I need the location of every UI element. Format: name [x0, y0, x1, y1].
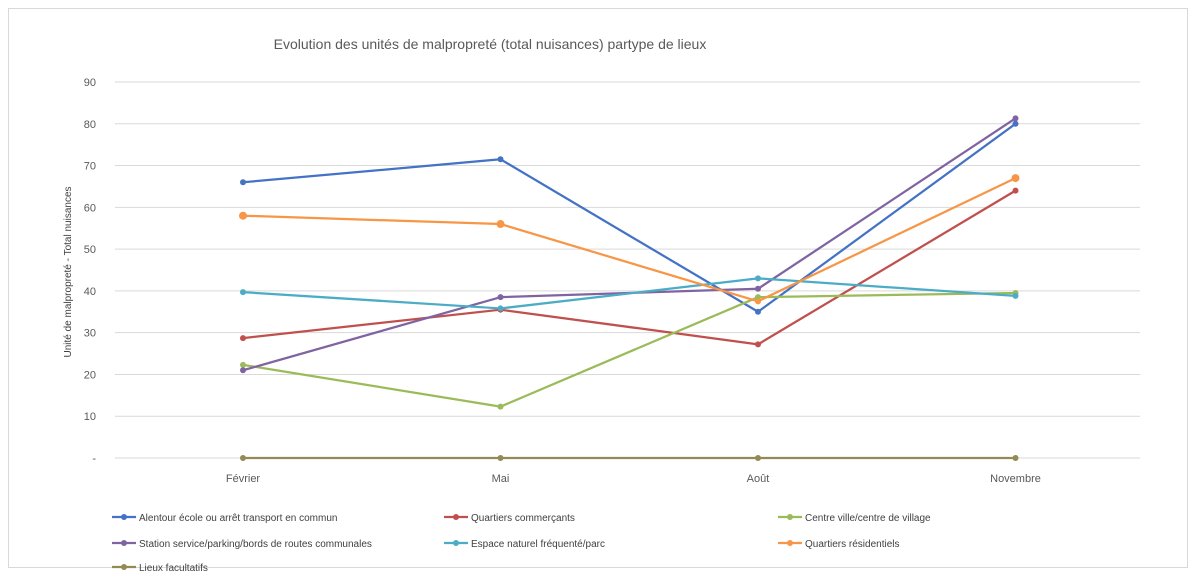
legend-marker	[121, 540, 127, 546]
data-point	[240, 367, 246, 374]
data-point	[755, 455, 761, 461]
data-point	[240, 361, 246, 368]
legend-item: Alentour école ou arrêt transport en com…	[112, 513, 337, 524]
series-line	[242, 291, 1016, 408]
x-tick-label: Mai	[492, 473, 510, 485]
legend-label: Centre ville/centre de village	[805, 513, 931, 524]
data-point	[755, 298, 761, 305]
series-line	[242, 122, 1017, 313]
y-tick-label: 10	[84, 411, 96, 423]
data-point	[755, 341, 761, 348]
data-point	[497, 156, 504, 163]
y-tick-label: -	[92, 453, 96, 465]
x-tick-label: Août	[747, 473, 770, 485]
data-point	[497, 305, 504, 312]
legend-label: Lieux facultatifs	[139, 563, 208, 574]
legend-item: Station service/parking/bords de routes …	[112, 539, 372, 550]
legend-marker	[453, 540, 459, 546]
series-line	[242, 177, 1016, 303]
data-point	[240, 179, 246, 186]
legend-label: Quartiers commerçants	[471, 513, 575, 524]
legend-item: Quartiers commerçants	[444, 513, 575, 524]
data-point	[1012, 120, 1019, 127]
y-tick-label: 20	[84, 369, 96, 381]
chart-frame	[8, 8, 1188, 568]
data-point	[497, 294, 504, 301]
data-point	[755, 285, 761, 292]
data-point	[755, 275, 761, 282]
legend-marker	[787, 514, 793, 520]
legend-marker	[453, 514, 459, 520]
series-2	[240, 289, 1019, 410]
legend-marker	[121, 514, 127, 520]
legend-label: Station service/parking/bords de routes …	[139, 539, 372, 550]
data-point	[496, 220, 505, 229]
legend-label: Alentour école ou arrêt transport en com…	[139, 513, 337, 524]
data-point	[755, 308, 761, 315]
legend-label: Espace naturel fréquenté/parc	[471, 539, 605, 550]
legend-label: Quartiers résidentiels	[805, 539, 899, 550]
series-1	[240, 187, 1019, 348]
x-tick-labels: Février Mai Août Novembre	[226, 473, 1041, 485]
legend-marker	[787, 540, 793, 546]
series-6	[240, 455, 1019, 461]
series-lines	[239, 115, 1020, 461]
x-tick-label: Novembre	[990, 473, 1041, 485]
y-tick-label: 90	[84, 77, 96, 89]
y-tick-label: 60	[84, 202, 96, 214]
data-point	[239, 211, 247, 220]
y-tick-label: 40	[84, 286, 96, 298]
y-tick-label: 80	[84, 119, 96, 131]
data-point	[1012, 187, 1019, 194]
series-4	[240, 275, 1019, 312]
data-point	[1011, 174, 1020, 183]
data-point	[1012, 292, 1019, 299]
y-tick-label: 70	[84, 161, 96, 173]
legend: Alentour école ou arrêt transport en com…	[112, 513, 931, 574]
series-5	[239, 174, 1020, 305]
y-axis-title: Unité de malpropreté - Total nuisances	[63, 186, 74, 357]
data-point	[1012, 455, 1019, 461]
data-point	[755, 294, 761, 301]
legend-item: Centre ville/centre de village	[778, 513, 931, 524]
series-line	[242, 277, 1016, 310]
y-tick-labels: - 10 20 30 40 50 60 70 80 90	[84, 77, 97, 465]
x-tick-label: Février	[226, 473, 261, 485]
data-point	[497, 455, 504, 461]
data-point	[240, 455, 246, 461]
series-3	[240, 115, 1019, 374]
series-0	[240, 120, 1019, 315]
chart-title: Evolution des unités de malpropreté (tot…	[274, 36, 707, 52]
y-tick-label: 50	[84, 244, 96, 256]
data-point	[497, 403, 504, 410]
y-tick-label: 30	[84, 328, 96, 340]
legend-item: Lieux facultatifs	[112, 563, 208, 574]
legend-marker	[121, 564, 127, 570]
data-point	[1012, 115, 1019, 122]
data-point	[240, 335, 246, 342]
legend-item: Quartiers résidentiels	[778, 539, 899, 550]
series-line	[242, 189, 1017, 346]
data-point	[240, 289, 246, 296]
legend-item: Espace naturel fréquenté/parc	[444, 539, 605, 550]
